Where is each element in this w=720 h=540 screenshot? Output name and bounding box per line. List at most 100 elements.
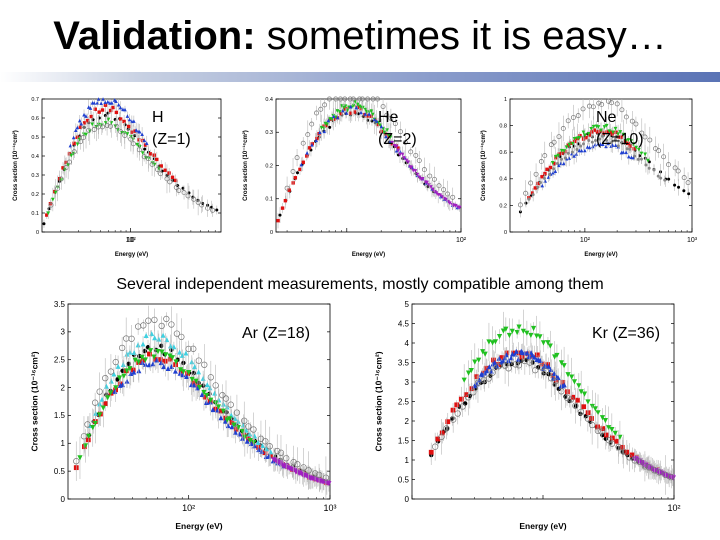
data-point <box>190 380 196 386</box>
data-point <box>93 107 97 111</box>
data-point <box>218 415 224 421</box>
y-tick-label: 0.5 <box>54 467 66 476</box>
data-point <box>408 149 414 155</box>
data-point <box>492 359 498 365</box>
data-point <box>575 397 580 403</box>
data-point <box>631 155 636 160</box>
data-point <box>505 365 512 372</box>
data-point <box>169 363 175 369</box>
data-point <box>168 321 175 328</box>
chart-label-kr: Kr (Z=36) <box>592 323 660 345</box>
data-point <box>113 124 118 129</box>
data-point <box>355 105 359 109</box>
data-point <box>628 144 633 148</box>
data-point <box>515 362 523 369</box>
data-point <box>548 375 555 382</box>
data-point <box>161 364 167 370</box>
data-point <box>163 168 167 172</box>
data-point <box>450 416 457 423</box>
data-point <box>89 114 93 119</box>
data-point <box>439 194 443 199</box>
chart-panel-h: 0 0.1 0.2 0.3 0.4 0.5 0.6 0.7 10 10² Energy (eV) Cr… <box>10 95 225 260</box>
data-point <box>512 361 519 368</box>
data-point <box>85 437 91 443</box>
chart-label-h-line1: H <box>152 109 164 126</box>
data-point <box>71 149 77 155</box>
data-point <box>570 115 576 120</box>
data-point <box>445 191 451 197</box>
data-point <box>524 330 530 336</box>
data-point <box>107 368 115 375</box>
data-point <box>439 430 445 436</box>
data-point <box>606 425 612 431</box>
data-point <box>311 470 319 477</box>
data-point <box>514 329 520 336</box>
data-point <box>633 121 639 127</box>
data-point <box>626 154 631 159</box>
data-point <box>600 142 605 147</box>
data-point <box>124 351 130 357</box>
data-point <box>172 368 178 374</box>
data-point <box>259 448 265 454</box>
data-point <box>605 138 609 142</box>
data-point <box>600 134 604 138</box>
data-point <box>193 378 199 384</box>
data-point <box>137 129 142 134</box>
y-tick-label: 0.4 <box>265 97 273 103</box>
y-tick-label: 1 <box>405 456 410 465</box>
data-point <box>610 435 615 441</box>
y-tick-label: 0.4 <box>31 154 39 160</box>
data-point <box>596 125 601 129</box>
data-point <box>624 150 628 155</box>
data-point <box>441 187 447 193</box>
data-point <box>613 138 617 142</box>
x-axis-title: Energy (eV) <box>352 252 385 258</box>
data-point <box>392 121 398 127</box>
y-tick-label: 3 <box>61 328 66 337</box>
data-point <box>333 96 339 102</box>
data-point <box>598 137 602 141</box>
data-point <box>647 160 651 164</box>
data-point <box>592 406 598 412</box>
data-point <box>495 363 502 370</box>
data-point <box>215 208 219 212</box>
data-point <box>600 426 606 431</box>
data-point <box>624 449 630 455</box>
x-tick-label: 10³ <box>687 237 698 244</box>
chart-kr-svg: 0 0.5 1 1.5 2 2.5 3 3.5 4 4.5 5 10² Energy (eV) Cross… <box>374 300 681 531</box>
data-point <box>163 315 170 323</box>
chart-label-he-line1: He <box>378 109 399 126</box>
data-point <box>575 113 581 119</box>
data-point <box>615 443 622 451</box>
data-point <box>573 139 577 144</box>
data-point <box>538 363 545 371</box>
slide-title-rest: sometimes it is easy… <box>255 14 667 58</box>
data-point <box>67 159 72 165</box>
data-point <box>586 132 591 136</box>
data-point <box>283 455 290 462</box>
data-point <box>140 151 145 156</box>
y-axis-title: Cross section (10⁻¹⁶cm²) <box>12 130 19 201</box>
data-point <box>531 354 537 360</box>
y-tick-label: 1.5 <box>398 436 410 445</box>
data-point <box>394 144 399 149</box>
data-point <box>173 330 181 337</box>
data-point <box>398 129 403 135</box>
chart-label-he: He (Z=2) <box>378 107 417 151</box>
data-point <box>421 167 427 173</box>
data-point <box>318 130 322 135</box>
data-point <box>598 142 603 146</box>
data-point <box>519 354 525 360</box>
data-point <box>62 167 67 172</box>
data-point <box>93 410 99 416</box>
y-tick-label: 3.5 <box>398 358 410 367</box>
data-point <box>626 138 631 142</box>
data-point <box>99 396 105 402</box>
y-tick-label: 0.1 <box>265 197 273 203</box>
data-point <box>587 145 592 150</box>
data-point <box>499 355 505 360</box>
data-point <box>602 125 607 129</box>
data-point <box>589 421 596 429</box>
data-point <box>489 340 496 346</box>
data-point <box>134 128 138 132</box>
